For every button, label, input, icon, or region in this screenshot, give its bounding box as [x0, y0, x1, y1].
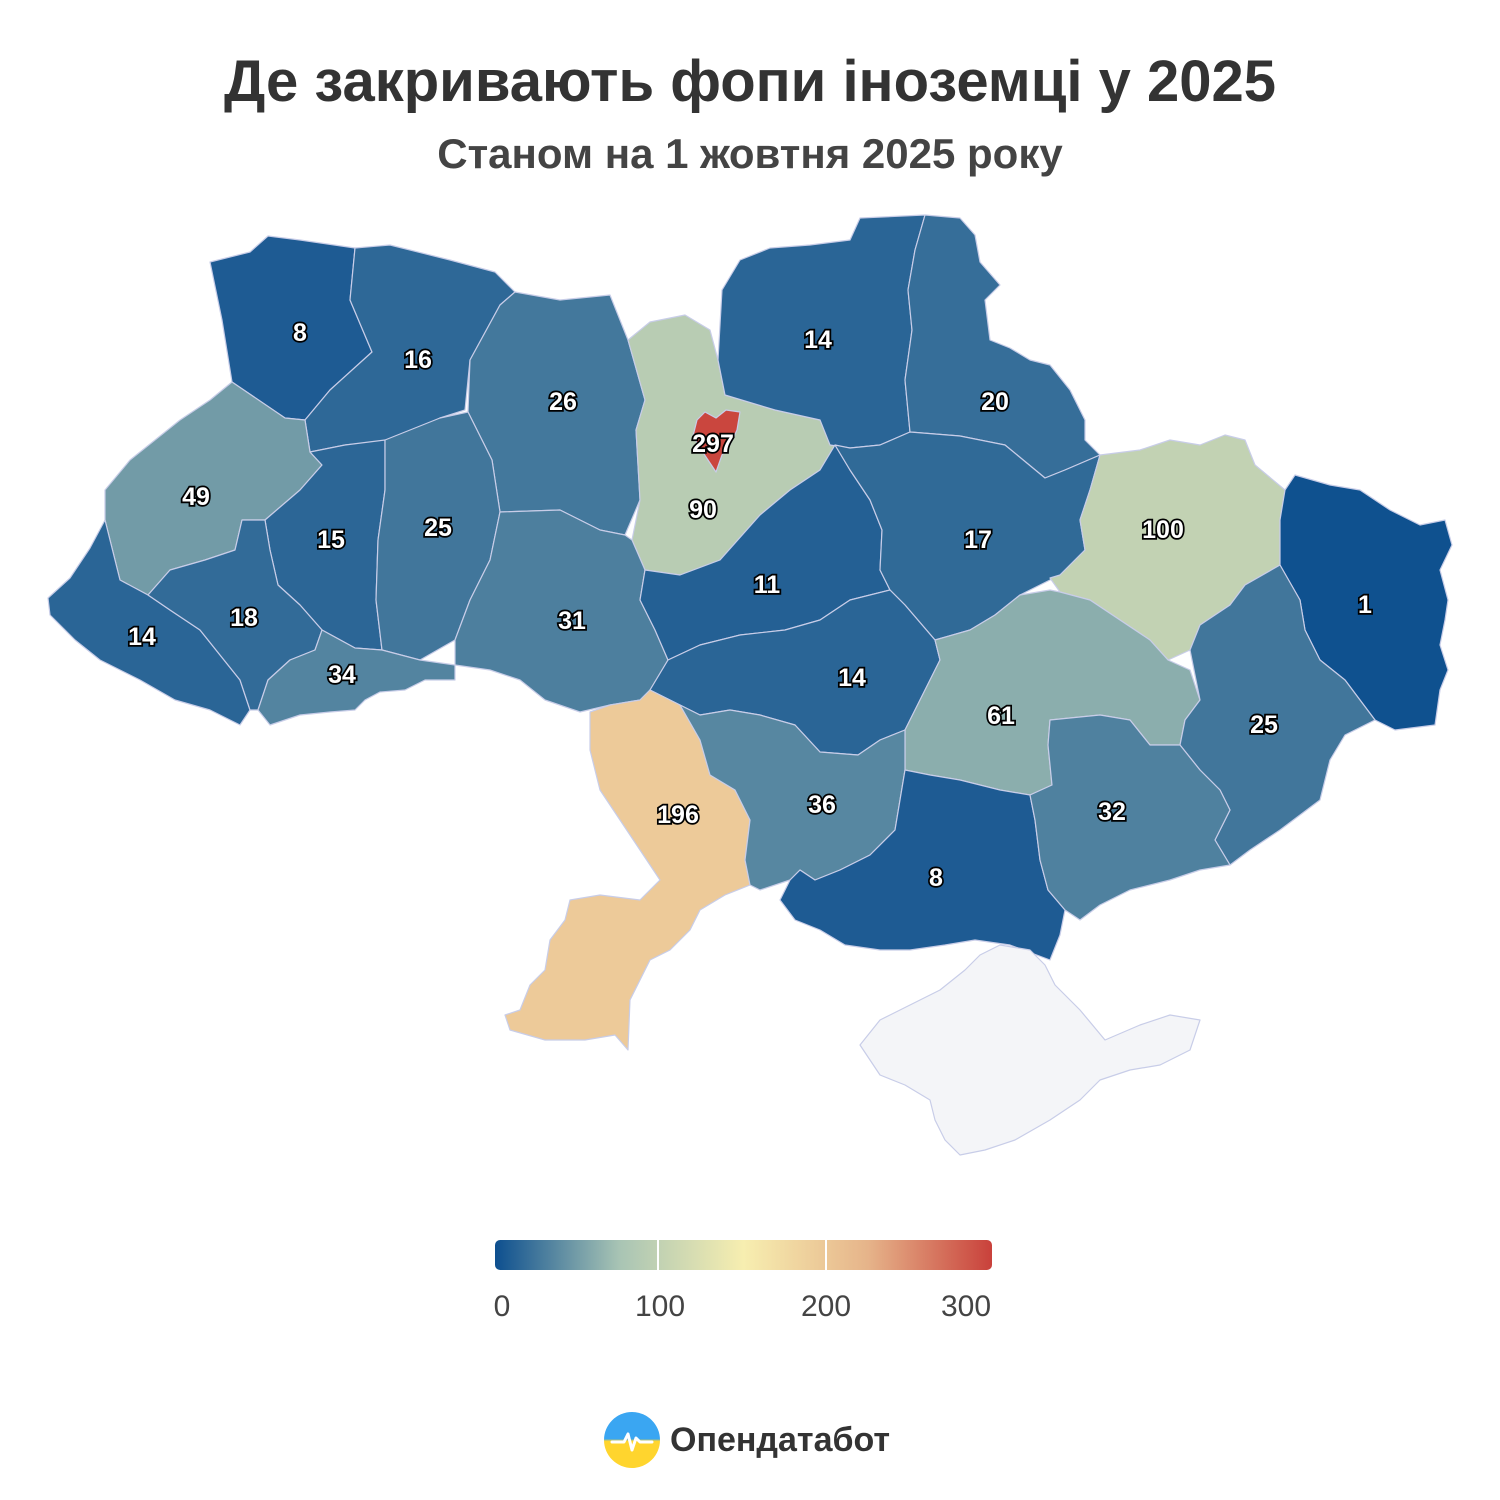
region-value-label: 26 [549, 388, 577, 416]
region-м-київ[interactable] [692, 409, 741, 473]
region-value-label: 32 [1098, 798, 1126, 826]
region-value-label: 17 [964, 526, 992, 554]
region-value-label: 14 [838, 664, 866, 692]
region-value-label: 8 [929, 864, 943, 892]
region-value-label: 8 [293, 319, 307, 347]
region-value-label: 196 [657, 801, 699, 829]
brand-name: Опендатабот [670, 1420, 891, 1459]
region-value-label: 34 [328, 661, 356, 689]
region-value-label: 297 [692, 430, 734, 458]
region-крим[interactable] [859, 944, 1201, 1156]
legend-divider [657, 1240, 659, 1270]
region-value-label: 25 [1250, 711, 1278, 739]
region-value-label: 31 [558, 607, 586, 635]
region-value-label: 20 [981, 388, 1009, 416]
region-чернівецька[interactable] [257, 629, 456, 726]
region-value-label: 14 [804, 326, 832, 354]
region-value-label: 61 [987, 702, 1015, 730]
legend-divider [825, 1240, 827, 1270]
region-value-label: 1 [1358, 591, 1372, 619]
region-value-label: 25 [424, 514, 452, 542]
map-title: Де закривають фопи іноземці у 2025 [223, 49, 1276, 114]
opendatabot-logo-icon [604, 1412, 660, 1468]
legend-tick-200: 200 [800, 1290, 852, 1323]
region-запорізька[interactable] [1029, 714, 1231, 921]
region-value-label: 18 [230, 604, 258, 632]
region-value-label: 16 [404, 346, 432, 374]
region-value-label: 14 [128, 623, 156, 651]
legend-tick-100: 100 [634, 1290, 686, 1323]
region-сумська[interactable] [904, 214, 1101, 479]
color-scale-legend [495, 1240, 992, 1270]
region-value-label: 11 [754, 571, 781, 599]
map-subtitle: Станом на 1 жовтня 2025 року [437, 130, 1063, 177]
legend-tick-0: 0 [493, 1290, 511, 1323]
region-value-label: 15 [317, 526, 345, 554]
region-value-label: 36 [808, 791, 836, 819]
region-value-label: 100 [1142, 516, 1184, 544]
legend-tick-300: 300 [940, 1290, 992, 1323]
region-value-label: 90 [689, 496, 717, 524]
region-value-label: 49 [182, 483, 210, 511]
brand-footer: Опендатабот [604, 1410, 890, 1470]
